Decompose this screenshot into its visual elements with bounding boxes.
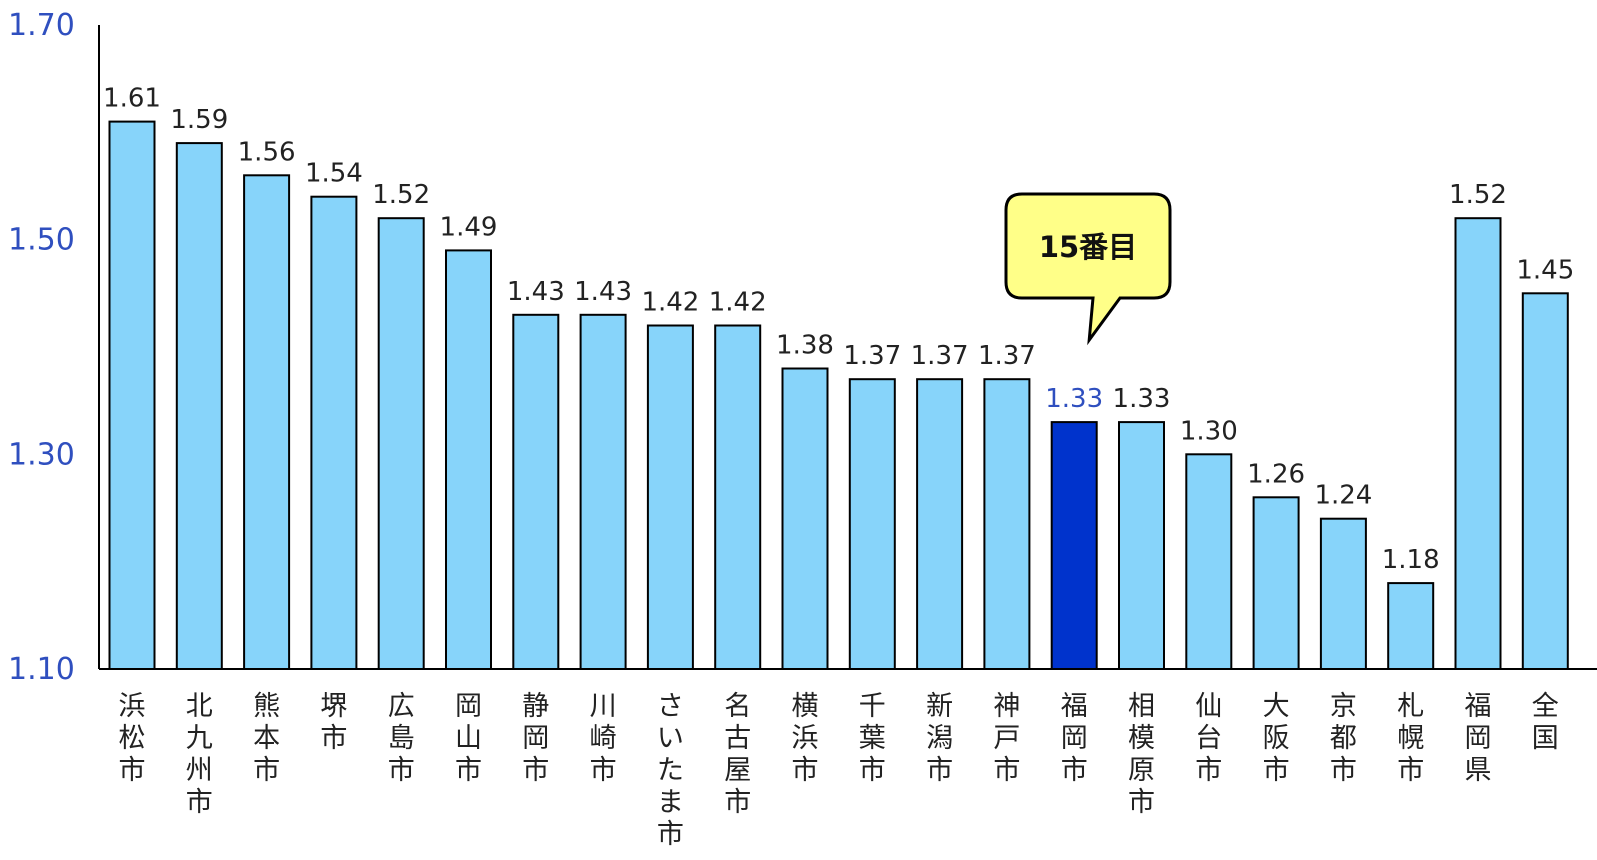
bar — [1252, 496, 1300, 670]
data-label: 1.45 — [1516, 255, 1574, 285]
bar — [579, 313, 627, 670]
category-label: 京都市 — [1330, 691, 1357, 786]
category-label: 福岡県 — [1465, 691, 1492, 786]
data-label: 1.33 — [1113, 384, 1171, 414]
data-label: 1.42 — [709, 288, 767, 318]
category-label: 熊本市 — [253, 691, 280, 786]
y-tick-label: 1.70 — [8, 8, 75, 43]
value-labels: 1.61 1.59 1.56 1.54 1.52 1.49 1.43 1.43 1.42 1.42… — [103, 84, 1574, 575]
bars — [108, 120, 1569, 671]
category-label: 北九州市 — [186, 691, 213, 818]
bar — [1185, 453, 1233, 670]
data-label: 1.52 — [372, 180, 430, 210]
category-label: 新潟市 — [926, 691, 953, 786]
bar — [848, 378, 896, 670]
data-label: 1.61 — [103, 84, 161, 114]
category-label: 岡山市 — [455, 691, 482, 786]
bar — [243, 174, 291, 671]
category-label: 横浜市 — [792, 691, 819, 786]
data-label: 1.33 — [1045, 384, 1103, 414]
data-label: 1.37 — [843, 341, 901, 371]
data-label: 1.49 — [440, 212, 498, 242]
data-label: 1.37 — [911, 341, 969, 371]
bar — [1454, 217, 1502, 670]
data-label: 1.54 — [305, 159, 363, 189]
bar — [1118, 421, 1165, 670]
y-tick-label: 1.30 — [8, 437, 75, 472]
data-label: 1.24 — [1314, 481, 1372, 511]
category-label: さいたま市 — [657, 691, 684, 850]
data-label: 1.30 — [1180, 416, 1238, 446]
y-tick-label: 1.50 — [8, 223, 75, 258]
bar — [310, 195, 358, 670]
category-label: 静岡市 — [522, 691, 549, 786]
y-tick-label: 1.10 — [8, 652, 75, 687]
callout-text: 15番目 — [1039, 230, 1137, 264]
bar — [983, 378, 1031, 670]
category-label: 名古屋市 — [724, 691, 751, 818]
category-label: 神戸市 — [993, 691, 1020, 786]
category-label: 浜松市 — [119, 691, 146, 786]
bar — [781, 367, 829, 670]
callout-bubble — [1004, 192, 1172, 346]
data-label: 1.52 — [1449, 180, 1507, 210]
category-label: 堺市 — [320, 691, 347, 754]
category-label: 大阪市 — [1263, 691, 1290, 786]
bar — [108, 120, 156, 671]
bar — [714, 324, 762, 670]
bar — [175, 142, 223, 671]
bar — [445, 249, 492, 670]
bar — [512, 313, 560, 670]
bar — [377, 217, 425, 670]
category-label: 千葉市 — [859, 691, 886, 786]
data-label: 1.38 — [776, 331, 834, 361]
data-label: 1.37 — [978, 341, 1036, 371]
category-label: 相模原市 — [1128, 691, 1155, 818]
category-label: 広島市 — [388, 691, 415, 786]
data-label: 1.43 — [507, 277, 565, 307]
category-label: 仙台市 — [1195, 691, 1222, 786]
data-label: 1.56 — [238, 137, 296, 167]
data-label: 1.26 — [1247, 459, 1305, 489]
category-label: 札幌市 — [1397, 691, 1424, 786]
category-labels: 浜松市 北九州市 熊本市 堺市 広島市 岡山市 静岡市 川崎市 さいたま市 名古屋市 横浜市 千葉市 新… — [119, 691, 1559, 850]
bar — [1319, 517, 1367, 671]
data-label: 1.42 — [641, 288, 699, 318]
category-label: 川崎市 — [590, 691, 617, 786]
data-label: 1.59 — [170, 105, 228, 135]
bar — [1387, 582, 1435, 670]
bar — [1521, 292, 1569, 670]
annotation-callout: 15番目 — [1004, 192, 1172, 346]
bar — [1050, 421, 1098, 670]
category-label: 全国 — [1532, 691, 1559, 754]
bar — [646, 324, 694, 670]
data-label: 1.18 — [1382, 545, 1440, 575]
category-label: 福岡市 — [1061, 691, 1088, 786]
bar — [916, 378, 964, 670]
data-label: 1.43 — [574, 277, 632, 307]
